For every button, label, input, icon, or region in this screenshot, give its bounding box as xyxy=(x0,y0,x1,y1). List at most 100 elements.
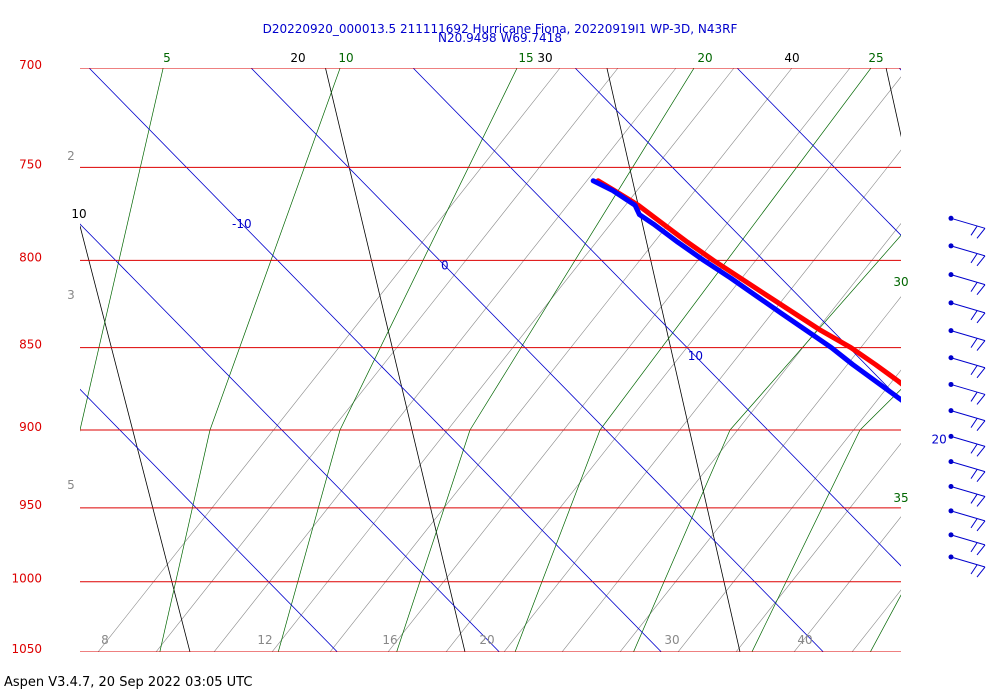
mixing-ratio-line xyxy=(503,149,901,652)
moist-adiabat-label: 20 xyxy=(697,51,712,65)
wind-barb-flag xyxy=(970,253,978,264)
moist-adiabat-label: 35 xyxy=(893,491,908,505)
wind-barb-staff xyxy=(950,330,986,342)
wind-barb-staff xyxy=(950,274,986,286)
moist-adiabat-line xyxy=(729,234,901,431)
wind-barb-flag xyxy=(970,418,978,428)
isotherm-label: 0 xyxy=(441,259,449,273)
mixing-ratio-line xyxy=(793,516,901,652)
wind-barb xyxy=(948,243,986,267)
isotherm-line xyxy=(412,68,901,567)
wind-barb-flag xyxy=(970,494,978,504)
mixing-ratio-line xyxy=(561,222,901,652)
dry-adiabat-line xyxy=(606,68,741,652)
wind-barb-flag xyxy=(976,312,986,324)
wind-barb-flag xyxy=(976,394,986,405)
wind-barb-staff xyxy=(950,435,986,447)
mixing-ratio-line xyxy=(155,68,619,652)
wind-barb-flag xyxy=(976,496,986,507)
moist-adiabat-line xyxy=(159,429,211,652)
wind-barb-flag xyxy=(976,340,986,351)
wind-barb xyxy=(948,272,986,295)
pressure-tick-label: 800 xyxy=(19,250,42,264)
moist-adiabat-line xyxy=(469,68,695,431)
mixing-ratio-label: 3 xyxy=(67,288,75,302)
wind-barb-staff xyxy=(950,510,986,522)
wind-barb-flag xyxy=(970,226,978,236)
isotherm-line xyxy=(736,68,901,236)
wind-barb-station xyxy=(948,508,954,514)
wind-barb-flag xyxy=(976,367,986,379)
wind-barb-flag xyxy=(976,446,986,457)
wind-barb-staff xyxy=(950,461,986,473)
mixing-ratio-line xyxy=(329,68,793,652)
moist-adiabat-line xyxy=(277,429,341,652)
pressure-tick-label: 1050 xyxy=(11,642,42,656)
moist-adiabat-label: 5 xyxy=(163,51,171,65)
wind-barb-flag xyxy=(970,469,978,479)
moist-adiabat-line xyxy=(599,68,872,431)
moist-adiabat-line xyxy=(990,60,1000,430)
isotherm-line xyxy=(88,68,662,652)
moist-adiabat-label: 10 xyxy=(338,51,353,65)
wind-barb-flag xyxy=(970,365,978,376)
mixing-ratio-line xyxy=(213,68,677,652)
moist-adiabat-label: 25 xyxy=(868,51,883,65)
dry-adiabat-label: 30 xyxy=(537,51,552,65)
isotherm-label: 10 xyxy=(688,349,703,363)
pressure-tick-label: 850 xyxy=(19,338,42,352)
isotherm-line xyxy=(574,68,901,402)
wind-barb xyxy=(948,381,986,405)
wind-barb-staff xyxy=(950,245,986,257)
pressure-tick-label: 900 xyxy=(19,420,42,434)
wind-barb-flag xyxy=(970,542,978,553)
wind-barb-staff xyxy=(950,485,986,497)
mixing-ratio-line xyxy=(851,589,901,652)
chart-title-line1: D20220920_000013.5 211111692 Hurricane F… xyxy=(263,22,738,36)
mixing-ratio-line xyxy=(677,369,901,652)
wind-barb-flag xyxy=(970,310,978,321)
dewpoint-trace xyxy=(590,178,901,403)
wind-barbs xyxy=(948,215,986,578)
wind-barb-staff xyxy=(950,217,986,229)
dry-adiabat-line xyxy=(325,68,466,652)
wind-barb-staff xyxy=(950,302,986,314)
mixing-ratio-label: 2 xyxy=(67,149,75,163)
moist-adiabat-line xyxy=(869,594,901,652)
wind-barb-flag xyxy=(976,255,986,267)
isotherm-line xyxy=(80,223,500,652)
wind-barb-flag xyxy=(976,284,986,295)
dry-adiabat-label: 20 xyxy=(290,51,305,65)
temperature-trace xyxy=(595,178,901,387)
moist-adiabat-line xyxy=(751,429,861,652)
wind-barb-staff xyxy=(950,556,986,568)
wind-barb xyxy=(948,408,986,431)
wind-barb-staff xyxy=(950,410,986,422)
mixing-ratio-line xyxy=(445,76,901,652)
footer-text: Aspen V3.4.7, 20 Sep 2022 03:05 UTC xyxy=(4,675,252,690)
wind-barb-flag xyxy=(970,518,978,529)
mixing-ratio-line xyxy=(387,68,851,652)
wind-barb xyxy=(948,328,986,351)
isotherm-line xyxy=(898,68,901,71)
mixing-ratio-line xyxy=(97,68,561,652)
moist-adiabat-line xyxy=(339,68,518,431)
mixing-ratio-label: 40 xyxy=(797,633,812,647)
wind-barb-flag xyxy=(976,520,986,532)
pressure-tick-label: 1000 xyxy=(11,572,42,586)
moist-adiabat-line xyxy=(80,429,81,433)
moist-adiabat-label: 30 xyxy=(893,275,908,289)
moist-adiabat-line xyxy=(80,68,164,431)
wind-barb-staff xyxy=(950,357,986,369)
wind-barb-flag xyxy=(970,338,978,348)
wind-barb-staff xyxy=(950,534,986,546)
wind-barb-flag xyxy=(976,420,986,431)
dry-adiabat-line xyxy=(885,68,901,138)
mixing-ratio-line xyxy=(735,442,901,652)
dry-adiabat-label: 40 xyxy=(784,51,799,65)
wind-barb-flag xyxy=(970,564,978,575)
mixing-ratio-line xyxy=(619,296,901,652)
wind-barb xyxy=(948,300,986,324)
